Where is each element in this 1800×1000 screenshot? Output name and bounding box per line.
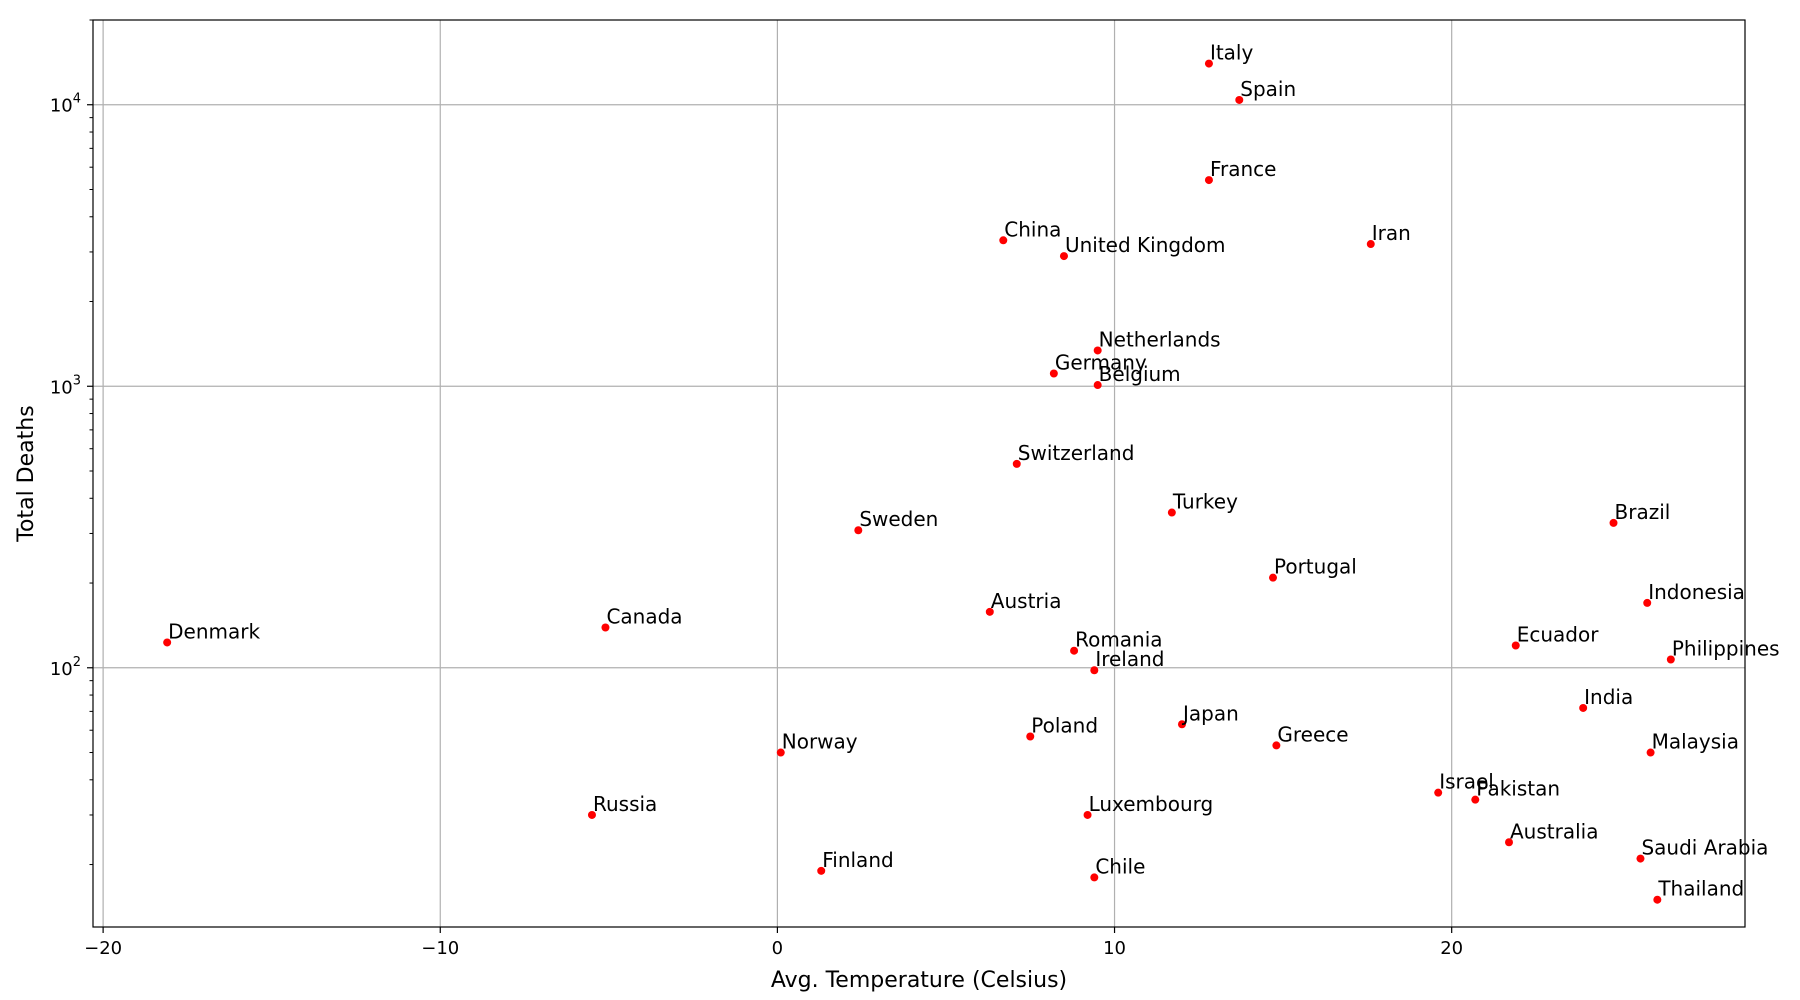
- data-point: [1235, 95, 1244, 104]
- y-axis-ticks: 102 103 104: [50, 92, 93, 680]
- data-point: [1609, 518, 1618, 527]
- x-tick-label: −20: [84, 938, 122, 959]
- x-tick-label: −10: [421, 938, 459, 959]
- point-label: Switzerland: [1018, 441, 1135, 465]
- point-label: United Kingdom: [1065, 233, 1226, 257]
- point-label: Russia: [593, 792, 657, 816]
- data-point: [1059, 252, 1068, 261]
- point-label: Luxembourg: [1089, 792, 1214, 816]
- data-point: [854, 526, 863, 535]
- point-label: Spain: [1240, 77, 1296, 101]
- x-tick-label: 20: [1440, 938, 1463, 959]
- plot-frame: [92, 19, 1746, 928]
- data-point: [1177, 720, 1186, 729]
- point-label: Turkey: [1172, 490, 1238, 514]
- data-point: [1204, 59, 1213, 68]
- data-point: [1026, 732, 1035, 741]
- point-label: Greece: [1277, 722, 1348, 746]
- data-point: [1636, 854, 1645, 863]
- point-label: Denmark: [168, 619, 260, 643]
- point-label: Sweden: [859, 507, 938, 531]
- point-label: China: [1004, 217, 1061, 241]
- x-tick-label: 10: [1103, 938, 1126, 959]
- point-label: Norway: [782, 730, 858, 754]
- data-point: [1269, 573, 1277, 582]
- point-label: Romania: [1075, 628, 1162, 652]
- point-label: Netherlands: [1099, 327, 1221, 351]
- point-label: France: [1210, 157, 1277, 181]
- point-label: Chile: [1095, 854, 1145, 878]
- x-axis-ticks: −20 −10 0 10 20: [84, 927, 1463, 959]
- point-label: Belgium: [1099, 362, 1181, 386]
- point-label: Australia: [1510, 819, 1598, 843]
- point-label: Poland: [1031, 714, 1098, 738]
- point-label: Finland: [822, 848, 893, 872]
- point-label: Israel: [1439, 770, 1494, 794]
- data-point: [1366, 240, 1375, 249]
- data-point: [1511, 641, 1520, 650]
- data-point: [1070, 646, 1079, 655]
- point-label: Malaysia: [1652, 730, 1739, 754]
- data-point: [601, 623, 610, 632]
- data-point: [1204, 176, 1213, 185]
- data-point: [1646, 748, 1655, 757]
- point-label: Germany: [1055, 351, 1147, 375]
- data-point: [1049, 369, 1058, 378]
- point-label: Portugal: [1274, 555, 1357, 579]
- data-point: [1090, 873, 1099, 882]
- y-axis-label: Total Deaths: [14, 405, 39, 542]
- data-point: [985, 607, 994, 616]
- data-point: [1272, 741, 1281, 750]
- point-label: Thailand: [1657, 877, 1744, 901]
- data-point: [1505, 838, 1513, 847]
- point-label: Canada: [606, 605, 682, 629]
- point-label: Iran: [1372, 221, 1411, 245]
- data-point: [1093, 346, 1102, 355]
- data-point: [1090, 666, 1099, 675]
- point-label: Austria: [991, 589, 1062, 613]
- x-tick-label: 0: [772, 938, 783, 959]
- data-point: [1434, 788, 1443, 797]
- point-label: Philippines: [1672, 637, 1780, 661]
- grid: [93, 20, 1745, 927]
- point-label: India: [1584, 685, 1633, 709]
- data-point: [1643, 598, 1652, 607]
- point-label: Indonesia: [1648, 580, 1745, 604]
- y-tick-label: 104: [50, 92, 81, 117]
- data-point: [1471, 795, 1480, 804]
- data-point: [1012, 459, 1021, 468]
- data-point: [1666, 655, 1675, 664]
- data-point: [1093, 381, 1102, 390]
- data-point: [776, 748, 785, 757]
- data-point: [1579, 703, 1588, 712]
- y-tick-label: 103: [50, 373, 81, 398]
- point-label: Japan: [1181, 701, 1239, 725]
- data-point: [817, 866, 826, 875]
- data-point: [163, 638, 172, 647]
- point-label: Saudi Arabia: [1641, 836, 1768, 860]
- point-label: Pakistan: [1476, 777, 1560, 801]
- data-point: [999, 236, 1008, 245]
- point-label: Brazil: [1615, 500, 1671, 524]
- point-label: Ecuador: [1517, 622, 1599, 646]
- data-point: [1167, 508, 1176, 517]
- x-axis-label: Avg. Temperature (Celsius): [771, 968, 1067, 993]
- data-point: [1083, 810, 1092, 819]
- point-label: Italy: [1210, 41, 1254, 65]
- data-point: [1653, 895, 1662, 904]
- data-point: [587, 810, 596, 819]
- y-tick-label: 102: [50, 655, 81, 680]
- point-label: Ireland: [1095, 647, 1164, 671]
